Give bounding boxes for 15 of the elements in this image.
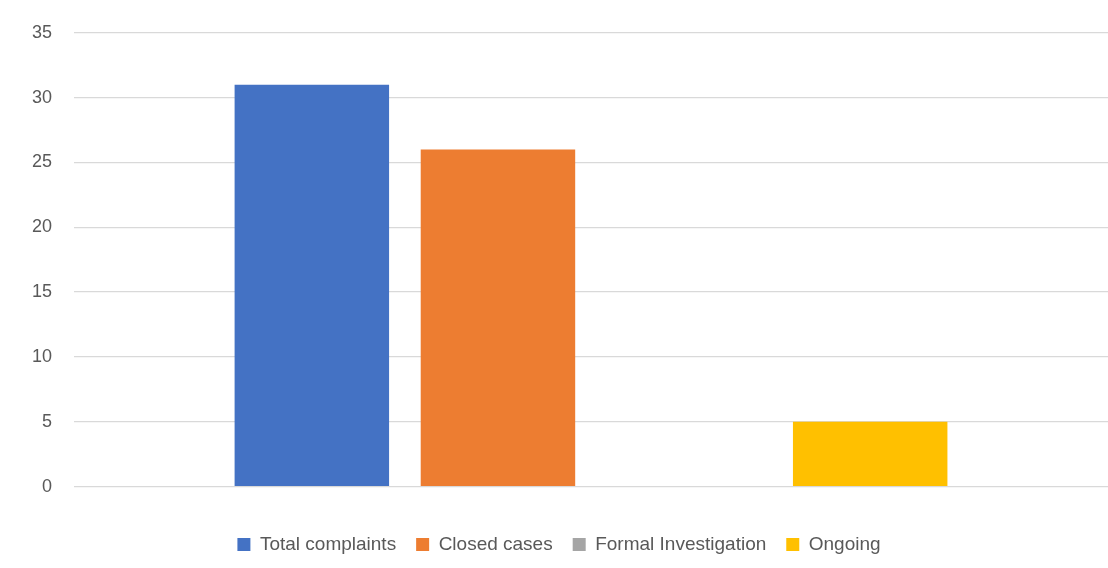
y-tick-label: 10	[31, 345, 53, 366]
y-tick-label: 5	[42, 410, 53, 431]
y-tick-label: 25	[31, 151, 53, 172]
y-tick-label: 20	[31, 216, 53, 237]
legend-label: Formal Investigation	[595, 532, 767, 554]
bar	[792, 421, 948, 486]
y-tick-label: 30	[31, 86, 53, 107]
bar	[420, 149, 576, 486]
legend-label: Total complaints	[259, 532, 397, 554]
y-tick-label: 15	[31, 281, 53, 302]
legend-label: Closed cases	[438, 532, 553, 554]
legend-label: Ongoing	[808, 532, 881, 554]
y-tick-label: 0	[42, 475, 53, 496]
bar	[234, 84, 390, 486]
y-tick-label: 35	[31, 21, 53, 42]
